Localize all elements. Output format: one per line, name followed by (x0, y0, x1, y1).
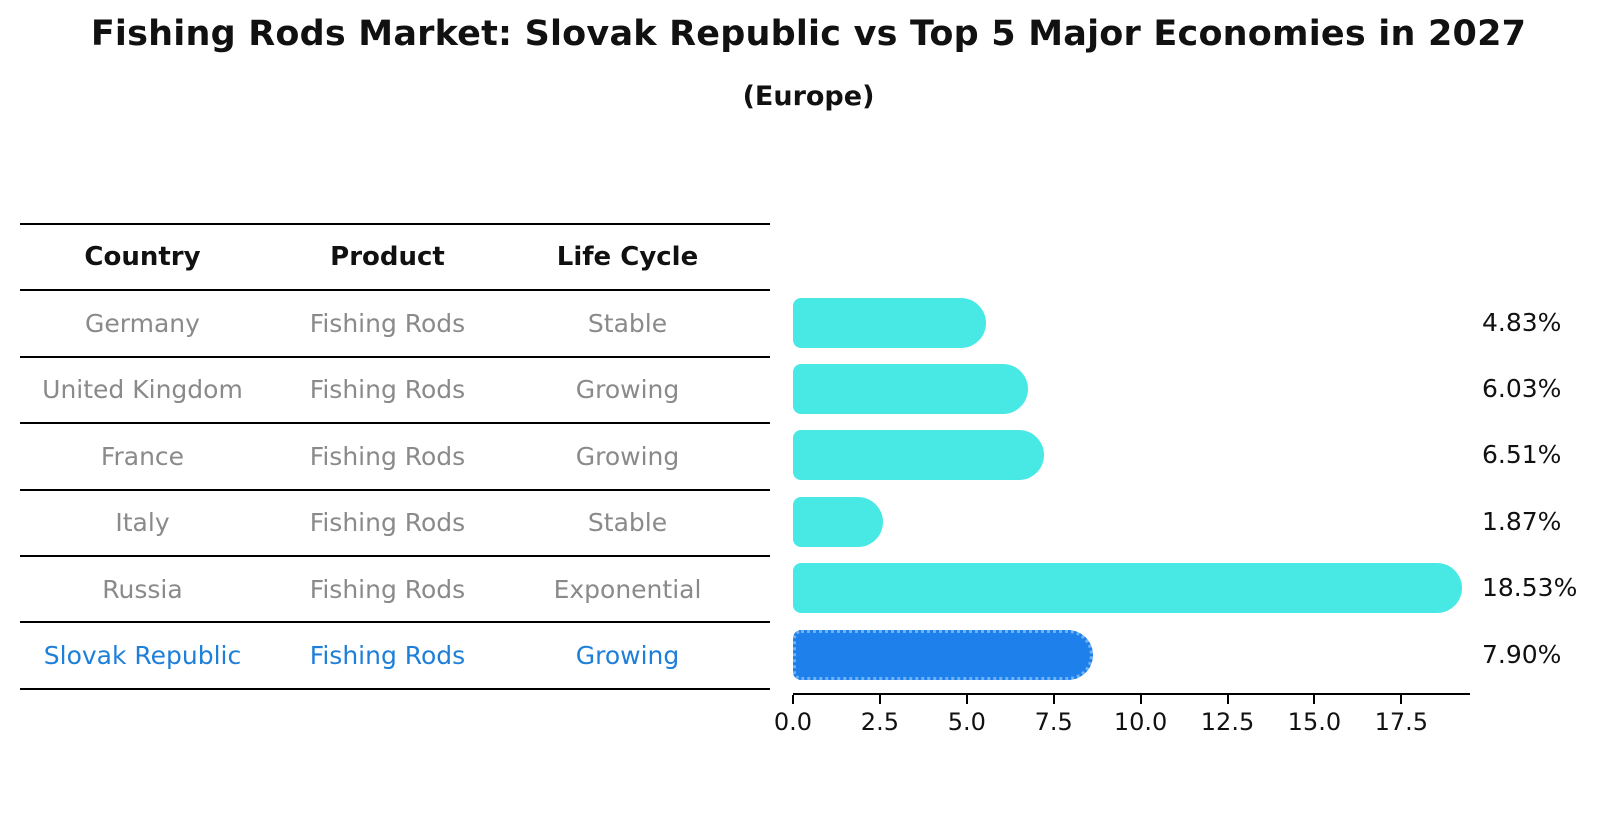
table-row-united-kingdom: United Kingdom Fishing Rods Growing (20, 358, 770, 425)
lifecycle-cell: Growing (575, 641, 680, 671)
country-cell: Italy (115, 508, 170, 538)
chart-subtitle: (Europe) (742, 81, 875, 112)
lifecycle-cell: Stable (587, 508, 668, 538)
product-cell: Fishing Rods (309, 574, 466, 604)
product-cell: Fishing Rods (309, 508, 466, 538)
table-row-slovak-republic: Slovak Republic Fishing Rods Growing (20, 623, 770, 690)
chart-title: Fishing Rods Market: Slovak Republic vs … (90, 14, 1527, 54)
x-axis-tick-label: 7.5 (1034, 708, 1073, 736)
x-axis-tick (1052, 695, 1055, 704)
table-row-russia: Russia Fishing Rods Exponential (20, 557, 770, 624)
bar-germany (793, 297, 986, 348)
bar-value-label-russia: 18.53% (1482, 573, 1578, 603)
column-header-product: Product (330, 242, 445, 273)
lifecycle-cell: Exponential (553, 574, 702, 604)
x-axis-line (793, 693, 1470, 695)
product-cell: Fishing Rods (309, 309, 466, 339)
country-cell: United Kingdom (42, 375, 243, 405)
country-cell: France (100, 441, 185, 471)
lifecycle-cell: Stable (587, 309, 668, 339)
column-header-country: Country (84, 242, 201, 273)
bar-value-label-italy: 1.87% (1482, 506, 1562, 536)
column-header-lifecycle: Life Cycle (556, 242, 699, 273)
bar-value-label-slovak-republic: 7.90% (1482, 639, 1562, 669)
x-axis-tick-label: 12.5 (1200, 708, 1255, 736)
bar-italy (793, 496, 883, 547)
product-cell: Fishing Rods (309, 441, 466, 471)
x-axis-tick (878, 695, 881, 704)
x-axis-tick (965, 695, 968, 704)
bar-france (793, 430, 1045, 481)
x-axis-tick (792, 695, 794, 704)
table-header-row: Country Product Life Cycle (20, 225, 770, 292)
bar-value-label-united-kingdom: 6.03% (1482, 374, 1562, 404)
product-cell: Fishing Rods (309, 641, 466, 671)
x-axis-tick-label: 0.0 (773, 708, 813, 736)
country-cell: Germany (85, 309, 200, 339)
bar-slovak-republic (793, 629, 1093, 680)
x-axis-tick (1313, 695, 1316, 704)
x-axis-tick (1400, 695, 1403, 704)
x-axis-tick (1139, 695, 1142, 704)
x-axis-tick-label: 15.0 (1287, 708, 1342, 736)
x-axis-tick (1226, 695, 1229, 704)
table-row-france: France Fishing Rods Growing (20, 424, 770, 491)
lifecycle-cell: Growing (575, 375, 680, 405)
product-cell: Fishing Rods (309, 375, 466, 405)
country-cell: Slovak Republic (43, 641, 242, 671)
bar-russia (793, 563, 1463, 614)
country-table: Country Product Life Cycle Germany Fishin… (20, 223, 770, 690)
country-cell: Russia (102, 574, 183, 604)
x-axis-tick-label: 2.5 (860, 708, 899, 736)
x-axis-tick-label: 5.0 (947, 708, 986, 736)
table-row-germany: Germany Fishing Rods Stable (20, 291, 770, 358)
x-axis-tick-label: 10.0 (1113, 708, 1168, 736)
x-axis-tick-label: 17.5 (1374, 708, 1429, 736)
table-row-italy: Italy Fishing Rods Stable (20, 491, 770, 557)
lifecycle-cell: Growing (575, 441, 680, 471)
bar-value-label-france: 6.51% (1482, 440, 1562, 470)
bar-united-kingdom (793, 364, 1028, 415)
bar-value-label-germany: 4.83% (1482, 307, 1562, 337)
